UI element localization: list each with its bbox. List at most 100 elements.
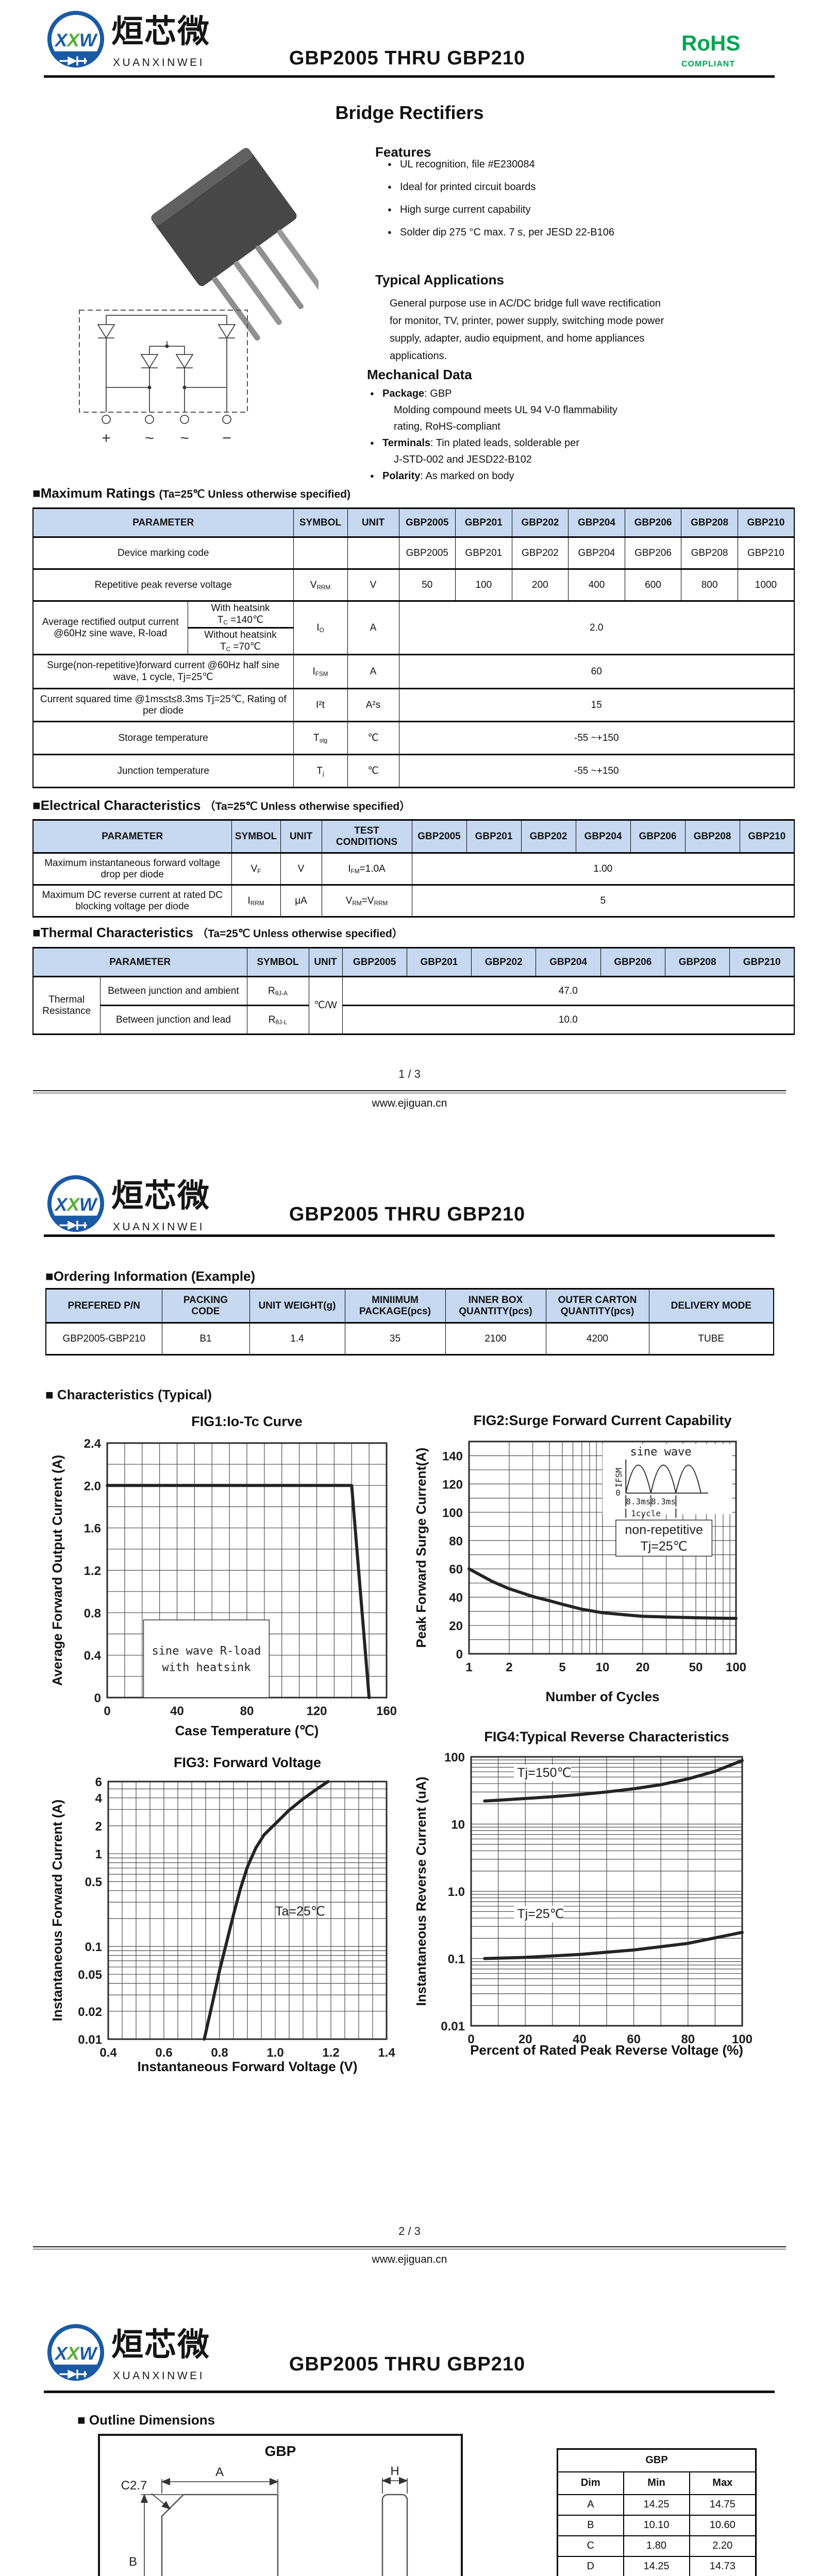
text: Instantaneous Forward Current (A) bbox=[49, 1800, 65, 2021]
text: 40 bbox=[573, 2032, 587, 2046]
text: 0.6 bbox=[155, 2046, 172, 2060]
mech-item: Terminals: Tin plated leads, solderable … bbox=[370, 437, 579, 449]
rect bbox=[233, 261, 282, 325]
tspan: X bbox=[66, 2343, 80, 2364]
table-row: A 14.25 14.75 bbox=[557, 2494, 757, 2516]
td: -55 ~+150 bbox=[398, 721, 795, 755]
mech-text: : As marked on body bbox=[420, 470, 514, 482]
span: T bbox=[217, 615, 224, 625]
th: OUTER CARTON QUANTITY(pcs) bbox=[545, 1288, 649, 1324]
text: 8.3ms bbox=[626, 1497, 650, 1506]
rect bbox=[514, 1765, 571, 1782]
tr: PARAMETER SYMBOL UNIT GBP2005 GBP201 GBP20… bbox=[32, 947, 795, 977]
sub: θJ-A bbox=[275, 990, 288, 997]
mechanical-heading: Mechanical Data bbox=[367, 367, 472, 382]
tr: Without heatsink TC =70℃ bbox=[33, 627, 794, 655]
td bbox=[293, 536, 348, 570]
list-item: Solder dip 275 °C max. 7 s, per JESD 22-… bbox=[388, 227, 614, 239]
th: DELIVERY MODE bbox=[648, 1288, 774, 1324]
span: =140℃ bbox=[227, 615, 264, 625]
td: 10.0 bbox=[342, 1005, 795, 1035]
sub: F bbox=[257, 868, 261, 875]
rect bbox=[212, 277, 260, 341]
span: I bbox=[348, 863, 351, 874]
text: with heatsink bbox=[162, 1662, 250, 1674]
rect bbox=[151, 148, 297, 286]
text: B bbox=[129, 2555, 137, 2569]
terminal-label-minus: − bbox=[222, 430, 231, 447]
text: 1 bbox=[465, 1660, 472, 1674]
text: 40 bbox=[449, 1591, 463, 1605]
text: Number of Cycles bbox=[545, 1689, 659, 1704]
table-cell: C bbox=[557, 2535, 624, 2557]
polyline bbox=[483, 1930, 744, 1960]
header-rule bbox=[44, 2391, 775, 2393]
footer-rule bbox=[33, 1090, 786, 1093]
text: 1cycle bbox=[631, 1509, 661, 1518]
th: GBP202 bbox=[521, 819, 576, 854]
table-cell: 14.25 bbox=[623, 2555, 690, 2576]
td: Repetitive peak reverse voltage bbox=[32, 568, 294, 602]
span: V bbox=[310, 579, 317, 590]
td: 4200 bbox=[545, 1322, 649, 1355]
features-heading: Features bbox=[375, 144, 431, 160]
rect bbox=[79, 310, 248, 413]
th: TEST CONDITIONS bbox=[321, 819, 412, 854]
tr: Junction temperature Tj ℃ -55 ~+150 bbox=[32, 754, 795, 788]
td: Between junction and lead bbox=[99, 1005, 247, 1035]
text: 0.01 bbox=[78, 2033, 102, 2047]
maximum-ratings-table: PARAMETER SYMBOL UNIT GBP2005 GBP201 GBP20… bbox=[32, 507, 795, 788]
text: 20 bbox=[519, 2032, 532, 2046]
text: 0.1 bbox=[448, 1953, 465, 1967]
table-cell: B bbox=[557, 2514, 624, 2536]
text: 8.3ms bbox=[651, 1497, 676, 1506]
ordering-heading: ■Ordering Information (Example) bbox=[45, 1268, 256, 1284]
footer-rule bbox=[33, 2246, 786, 2249]
tr: Maximum instantaneous forward voltage dr… bbox=[32, 852, 795, 886]
text: 1.0 bbox=[266, 2046, 283, 2060]
td: A bbox=[347, 654, 399, 689]
header-rule bbox=[44, 75, 775, 78]
sub: RM bbox=[352, 900, 362, 907]
text: 100 bbox=[726, 1660, 746, 1674]
rect bbox=[615, 1519, 713, 1557]
list-item: UL recognition, file #E230084 bbox=[388, 159, 614, 171]
polygon bbox=[140, 354, 159, 369]
text: Instantaneous Reverse Current (uA) bbox=[413, 1777, 429, 2006]
thead: GBP Dim Min Max bbox=[557, 2448, 757, 2495]
td: 2100 bbox=[445, 1322, 546, 1355]
td: GBP210 bbox=[737, 536, 795, 570]
doc-title: GBP2005 THRU GBP210 bbox=[289, 47, 526, 69]
text: 0 bbox=[94, 1691, 101, 1705]
th: GBP2005 bbox=[398, 507, 456, 538]
logo-monogram: XXW bbox=[54, 2343, 98, 2364]
text: FIG1:Io-Tc Curve bbox=[191, 1414, 303, 1429]
tspan: X bbox=[54, 30, 69, 50]
th: GBP210 bbox=[737, 507, 795, 538]
rect bbox=[470, 1756, 743, 2027]
th: GBP2005 bbox=[411, 819, 467, 854]
company-logo: XXW 烜芯微 XUANXINWEI bbox=[45, 8, 272, 76]
thead: PARAMETER SYMBOL UNIT GBP2005 GBP201 GBP20… bbox=[32, 507, 795, 538]
rect bbox=[255, 245, 304, 310]
tr: Maximum DC reverse current at rated DC b… bbox=[32, 884, 795, 918]
rect bbox=[603, 1444, 732, 1514]
text: Ta=25℃ bbox=[275, 1904, 325, 1919]
electrical-heading: ■Electrical Characteristics （Ta=25℃ Unle… bbox=[32, 798, 410, 814]
company-logo: XXW 烜芯微 XUANXINWEI bbox=[45, 1173, 272, 1241]
th: GBP201 bbox=[455, 507, 512, 538]
text: 120 bbox=[442, 1478, 463, 1492]
table-cell: 10.10 bbox=[623, 2514, 690, 2536]
th: GBP204 bbox=[568, 507, 625, 538]
text: C2.7 bbox=[121, 2479, 147, 2493]
th: GBP206 bbox=[624, 507, 682, 538]
td: 50 bbox=[398, 568, 456, 602]
mech-label: Terminals bbox=[382, 437, 430, 449]
text: non-repetitive bbox=[625, 1522, 703, 1537]
text: Tj=150℃ bbox=[517, 1766, 571, 1780]
thead: PARAMETER SYMBOL UNIT TEST CONDITIONS GB… bbox=[32, 819, 795, 854]
td: A²s bbox=[347, 688, 399, 722]
mech-text: rating, RoHS-compliant bbox=[394, 421, 500, 432]
th: MINIIMUM PACKAGE(pcs) bbox=[344, 1288, 446, 1324]
td: A bbox=[347, 600, 399, 655]
